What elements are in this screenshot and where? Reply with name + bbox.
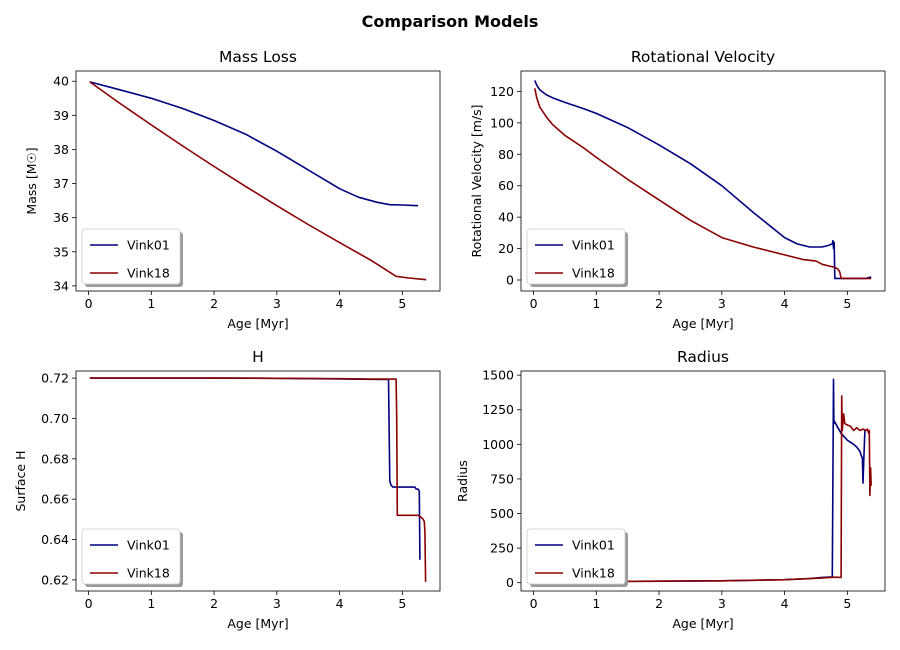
y-tick-label: 80 bbox=[498, 147, 514, 162]
legend: Vink01 Vink18 bbox=[81, 528, 183, 587]
legend-box bbox=[526, 228, 626, 285]
legend: Vink01 Vink18 bbox=[526, 228, 628, 287]
x-tick-label: 4 bbox=[781, 296, 789, 311]
x-tick-label: 4 bbox=[781, 596, 789, 611]
legend-label-vink18: Vink18 bbox=[127, 566, 170, 581]
legend: Vink01 Vink18 bbox=[81, 228, 183, 287]
y-tick-label: 0.68 bbox=[41, 451, 69, 466]
legend-label-vink18: Vink18 bbox=[572, 266, 615, 281]
panel-2: 0 1 2 3 4 5 0 20 40 60 80 100 120 Rotational Velocity… bbox=[469, 48, 886, 331]
y-tick-label: 750 bbox=[490, 471, 514, 486]
legend: Vink01 Vink18 bbox=[526, 528, 628, 587]
x-tick-label: 2 bbox=[655, 596, 663, 611]
y-tick-label: 0 bbox=[506, 575, 514, 590]
y-tick-label: 100 bbox=[490, 115, 514, 130]
panel-title: Mass Loss bbox=[219, 48, 297, 66]
axes-frame bbox=[520, 70, 886, 292]
y-tick-label: 500 bbox=[490, 506, 514, 521]
y-tick-label: 1250 bbox=[482, 402, 514, 417]
legend-label-vink01: Vink01 bbox=[127, 238, 170, 253]
y-tick-label: 40 bbox=[498, 210, 514, 225]
y-tick-label: 0.72 bbox=[41, 371, 69, 386]
x-axis-label: Age [Myr] bbox=[227, 616, 288, 631]
y-tick-label: 37 bbox=[53, 176, 69, 191]
panel-title: H bbox=[252, 348, 264, 366]
y-tick-label: 35 bbox=[53, 244, 69, 259]
y-tick-label: 1500 bbox=[482, 368, 514, 383]
panel-title: Radius bbox=[677, 348, 729, 366]
legend-label-vink01: Vink01 bbox=[572, 538, 615, 553]
y-tick-label: 0.70 bbox=[41, 411, 69, 426]
x-tick-label: 0 bbox=[530, 596, 538, 611]
y-tick-label: 0.62 bbox=[41, 572, 69, 587]
axes-frame bbox=[75, 70, 441, 292]
series-line-vink18 bbox=[89, 81, 427, 281]
y-tick-label: 250 bbox=[490, 541, 514, 556]
x-tick-label: 1 bbox=[147, 596, 155, 611]
y-axis-label: Radius bbox=[455, 460, 470, 502]
y-tick-label: 36 bbox=[53, 210, 69, 225]
y-tick-label: 0 bbox=[506, 273, 514, 288]
x-tick-label: 0 bbox=[530, 296, 538, 311]
x-axis-label: Age [Myr] bbox=[672, 616, 733, 631]
x-tick-label: 1 bbox=[592, 296, 600, 311]
x-axis-label: Age [Myr] bbox=[227, 316, 288, 331]
y-tick-label: 0.64 bbox=[41, 532, 69, 547]
x-tick-label: 1 bbox=[592, 596, 600, 611]
legend-box bbox=[526, 528, 626, 585]
y-tick-label: 39 bbox=[53, 108, 69, 123]
x-tick-label: 5 bbox=[843, 596, 851, 611]
x-tick-label: 0 bbox=[85, 596, 93, 611]
x-tick-label: 4 bbox=[336, 596, 344, 611]
legend-label-vink18: Vink18 bbox=[572, 566, 615, 581]
x-tick-label: 3 bbox=[273, 596, 281, 611]
legend-label-vink01: Vink01 bbox=[127, 538, 170, 553]
x-tick-label: 5 bbox=[398, 596, 406, 611]
x-tick-label: 2 bbox=[210, 296, 218, 311]
legend-box bbox=[81, 528, 181, 585]
panel-title: Rotational Velocity bbox=[631, 48, 775, 66]
series-line-vink01 bbox=[89, 81, 419, 207]
y-axis-label: Surface H bbox=[13, 451, 28, 512]
axes-frame bbox=[75, 370, 441, 592]
y-tick-label: 38 bbox=[53, 142, 69, 157]
panel-3: 0 1 2 3 4 5 0.62 0.64 0.66 0.68 0.70 0.72 H Age [Myr]… bbox=[13, 348, 441, 631]
x-tick-label: 5 bbox=[398, 296, 406, 311]
series-line-vink18 bbox=[89, 377, 427, 582]
x-tick-label: 4 bbox=[336, 296, 344, 311]
x-tick-label: 3 bbox=[718, 596, 726, 611]
y-tick-label: 60 bbox=[498, 178, 514, 193]
legend-label-vink01: Vink01 bbox=[572, 238, 615, 253]
x-tick-label: 3 bbox=[718, 296, 726, 311]
panel-4: 0 1 2 3 4 5 0 250 500 750 1000 1250 1500 Radius Age [M… bbox=[455, 348, 886, 631]
x-tick-label: 2 bbox=[210, 596, 218, 611]
x-tick-label: 5 bbox=[843, 296, 851, 311]
series-line-vink18 bbox=[534, 88, 872, 280]
y-axis-label: Mass [M☉] bbox=[24, 147, 39, 214]
legend-box bbox=[81, 228, 181, 285]
y-tick-label: 120 bbox=[490, 84, 514, 99]
y-tick-label: 20 bbox=[498, 241, 514, 256]
figure-suptitle: Comparison Models bbox=[362, 12, 539, 31]
x-tick-label: 2 bbox=[655, 296, 663, 311]
y-tick-label: 40 bbox=[53, 74, 69, 89]
x-tick-label: 3 bbox=[273, 296, 281, 311]
y-tick-label: 0.66 bbox=[41, 492, 69, 507]
x-tick-label: 0 bbox=[85, 296, 93, 311]
x-tick-label: 1 bbox=[147, 296, 155, 311]
series-line-vink18 bbox=[534, 395, 872, 583]
y-tick-label: 34 bbox=[53, 278, 69, 293]
y-tick-label: 1000 bbox=[482, 437, 514, 452]
y-axis-label: Rotational Velocity [m/s] bbox=[469, 104, 484, 257]
axes-frame bbox=[520, 370, 886, 592]
legend-label-vink18: Vink18 bbox=[127, 266, 170, 281]
x-axis-label: Age [Myr] bbox=[672, 316, 733, 331]
